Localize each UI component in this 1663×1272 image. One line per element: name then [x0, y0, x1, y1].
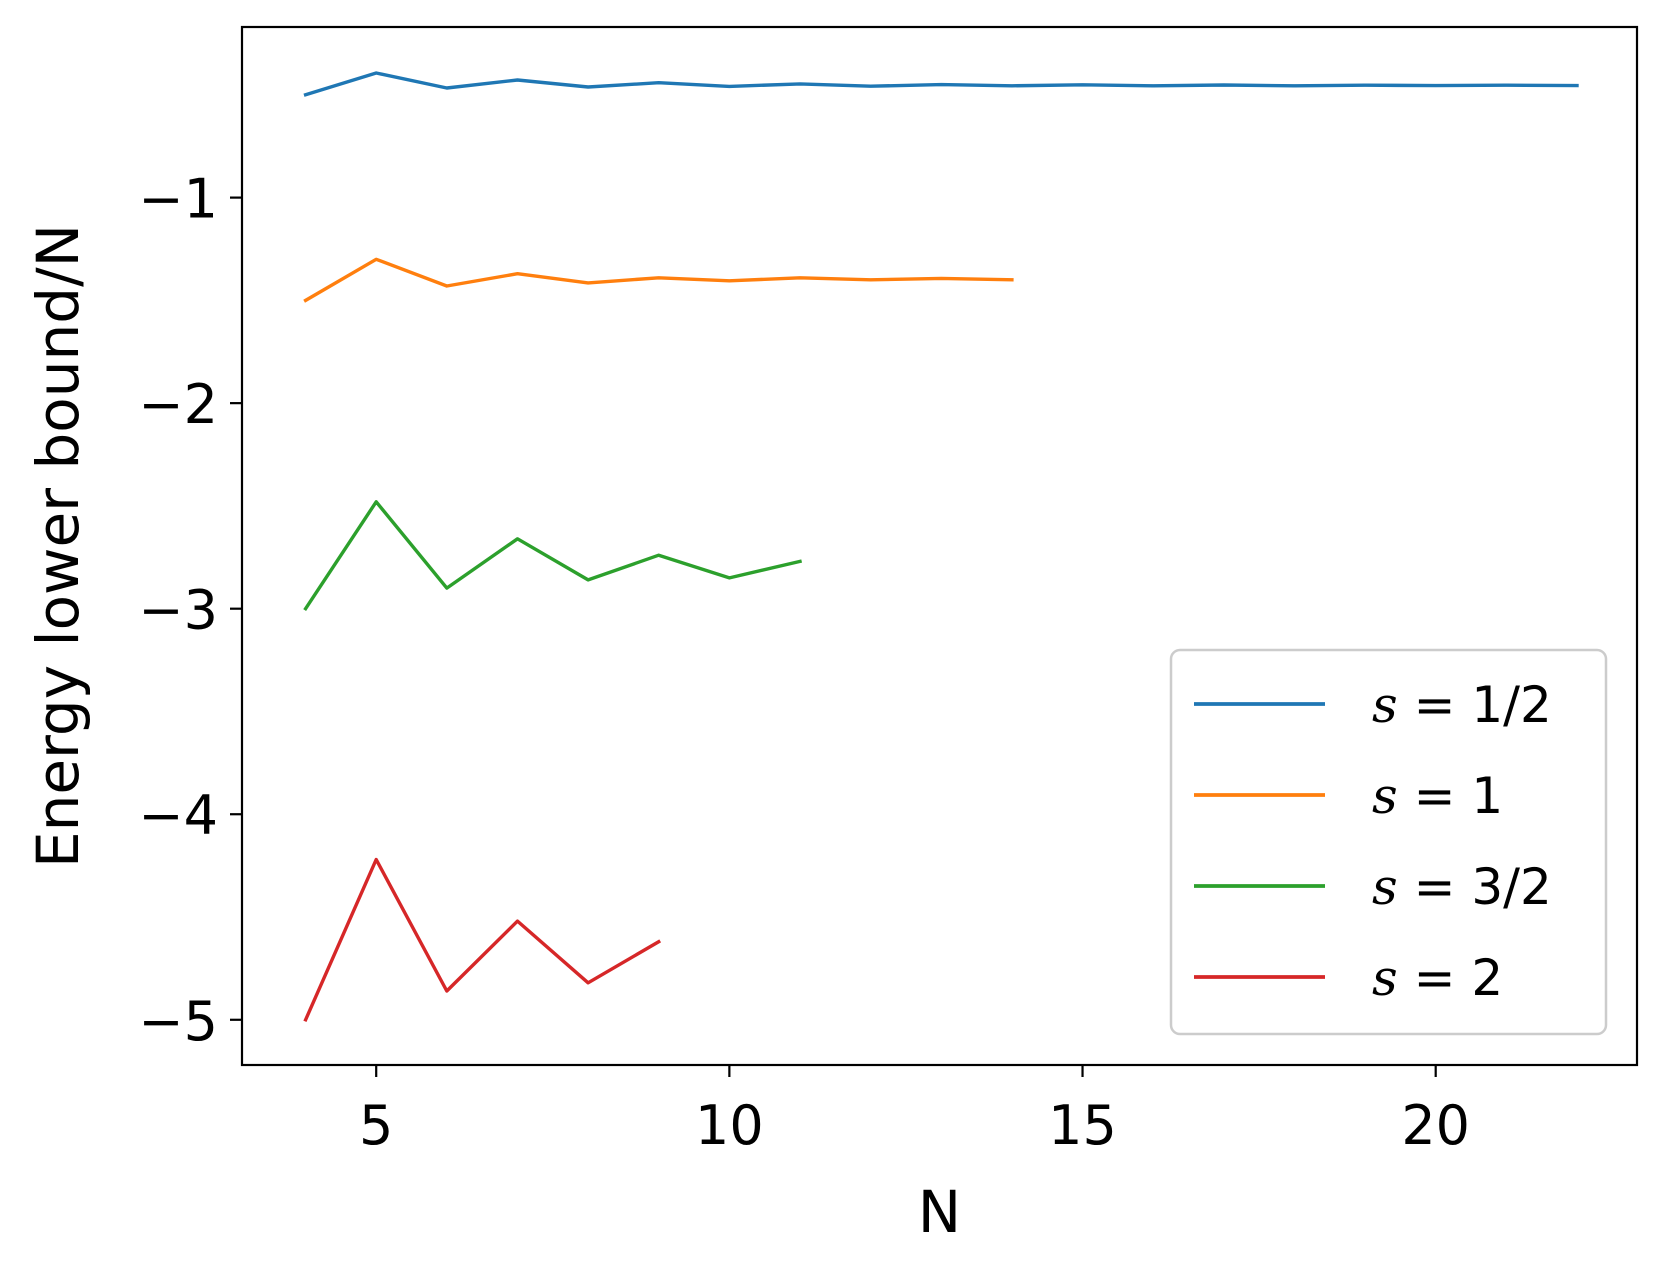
legend-label-1: s = 1 — [1372, 767, 1503, 825]
x-tick-label: 5 — [359, 1094, 393, 1157]
series-line-3 — [303, 857, 662, 1023]
legend: s = 1/2 s = 1 s = 3/2 s = 2 — [1169, 648, 1608, 1036]
x-tick-label: 10 — [695, 1094, 764, 1157]
x-tick-label: 15 — [1048, 1094, 1117, 1157]
series-line-0 — [303, 71, 1579, 97]
legend-frame — [1169, 648, 1608, 1036]
y-tick-label: −5 — [138, 990, 218, 1053]
y-tick-label: −1 — [138, 168, 218, 231]
y-axis-label: Energy lower bound/N — [24, 224, 92, 868]
legend-label-0: s = 1/2 — [1372, 676, 1552, 734]
x-axis: 5 10 15 20 — [359, 1065, 1470, 1157]
y-tick-label: −2 — [138, 373, 218, 436]
series-line-1 — [303, 257, 1014, 303]
y-axis: −1 −2 −3 −4 −5 — [138, 168, 242, 1053]
plot-frame — [240, 25, 1639, 1067]
x-tick-label: 20 — [1401, 1094, 1470, 1157]
x-axis-label: N — [918, 1178, 961, 1246]
plot-series-group — [303, 71, 1579, 1023]
series-line-2 — [303, 500, 803, 612]
legend-label-2: s = 3/2 — [1372, 858, 1552, 916]
legend-label-3: s = 2 — [1372, 949, 1503, 1007]
y-tick-label: −3 — [138, 579, 218, 642]
y-tick-label: −4 — [138, 784, 218, 847]
